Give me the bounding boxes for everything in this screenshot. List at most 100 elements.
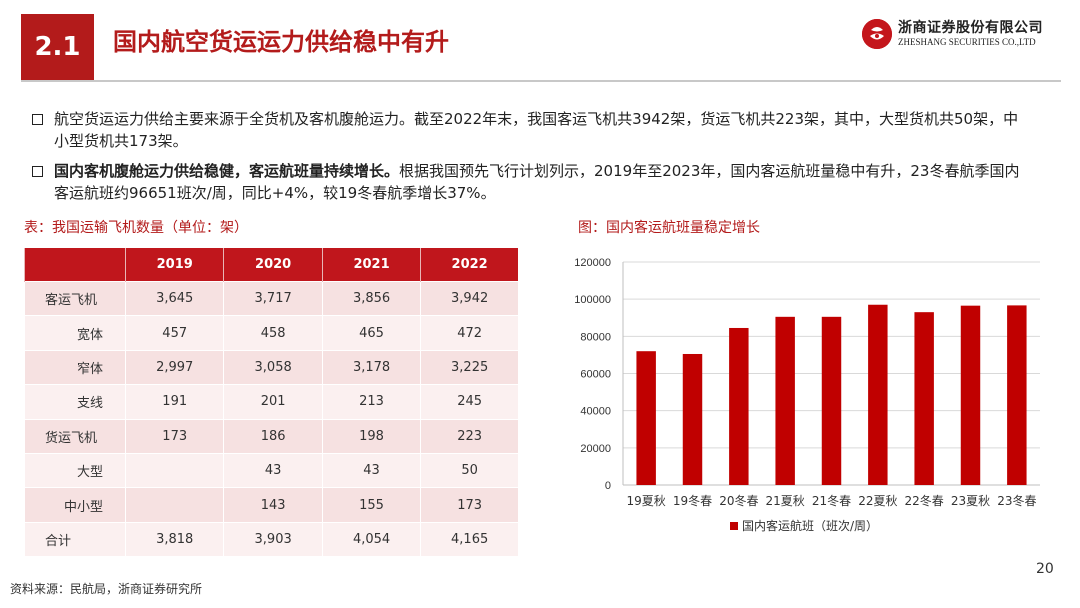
table-header-cell: 2022 bbox=[420, 248, 518, 282]
flight-volume-chart: 0 20000 40000 60000 80000 100000 120000 19夏秋 19冬… bbox=[574, 257, 1040, 533]
legend-swatch bbox=[730, 522, 738, 530]
x-tick-label: 23冬春 bbox=[997, 493, 1036, 508]
y-tick-label: 0 bbox=[605, 480, 611, 492]
table-cell: 173 bbox=[420, 487, 518, 523]
data-source-note: 资料来源：民航局，浙商证券研究所 bbox=[10, 582, 203, 596]
title-divider bbox=[21, 80, 1061, 82]
table-cell: 155 bbox=[321, 487, 421, 523]
table-row: 中小型 143 155 173 bbox=[24, 487, 518, 523]
table-cell: 3,942 bbox=[420, 280, 518, 316]
y-tick-label: 20000 bbox=[580, 443, 611, 455]
table-header-cell: 2020 bbox=[223, 248, 323, 282]
bullet-text: 航空货运运力供给主要来源于全货机及客机腹舱运力。截至2022年末，我国客运飞机共… bbox=[54, 110, 1019, 150]
table-cell: 143 bbox=[223, 487, 323, 523]
table-cell: 213 bbox=[321, 384, 421, 420]
bullet-square-icon bbox=[32, 166, 43, 177]
table-caption: 表：我国运输飞机数量（单位：架） bbox=[24, 220, 248, 236]
row-label: 合计 bbox=[24, 521, 126, 557]
logo-emblem-icon bbox=[862, 19, 892, 49]
table-header-cell: 2019 bbox=[124, 248, 224, 282]
table-cell: 3,178 bbox=[321, 349, 421, 385]
table-cell: 4,165 bbox=[420, 521, 518, 557]
bullet-item: 航空货运运力供给主要来源于全货机及客机腹舱运力。截至2022年末，我国客运飞机共… bbox=[32, 108, 1032, 152]
x-tick-label: 19夏秋 bbox=[627, 494, 666, 508]
table-cell: 3,818 bbox=[124, 521, 224, 557]
table-header-cell bbox=[24, 248, 126, 282]
table-cell: 223 bbox=[420, 418, 518, 454]
table-cell: 245 bbox=[420, 384, 518, 420]
y-tick-label: 40000 bbox=[580, 406, 611, 418]
bar bbox=[682, 353, 703, 485]
row-label: 大型 bbox=[24, 452, 126, 488]
bar bbox=[1007, 305, 1027, 485]
company-logo: 浙商证券股份有限公司 ZHESHANG SECURITIES CO.,LTD bbox=[862, 15, 1062, 55]
bullet-text: 国内客机腹舱运力供给稳健，客运航班量持续增长。根据我国预先飞行计划列示，2019… bbox=[54, 162, 1020, 202]
table-header-row: 2019 2020 2021 2022 bbox=[24, 248, 518, 282]
table-row: 宽体 457 458 465 472 bbox=[24, 315, 518, 351]
legend-label: 国内客运航班（班次/周） bbox=[742, 518, 878, 533]
aircraft-table: 2019 2020 2021 2022 客运飞机 3,645 3,717 3,856 3… bbox=[24, 248, 518, 557]
row-label: 支线 bbox=[24, 384, 126, 420]
bullet-list: 航空货运运力供给主要来源于全货机及客机腹舱运力。截至2022年末，我国客运飞机共… bbox=[32, 108, 1032, 212]
table-cell: 3,645 bbox=[124, 280, 224, 316]
table-row: 窄体 2,997 3,058 3,178 3,225 bbox=[24, 349, 518, 385]
slide-title: 国内航空货运运力供给稳中有升 bbox=[113, 28, 449, 56]
page-number: 20 bbox=[1036, 561, 1054, 577]
table-row: 支线 191 201 213 245 bbox=[24, 384, 518, 420]
row-label: 客运飞机 bbox=[24, 280, 126, 316]
row-label: 中小型 bbox=[24, 487, 126, 523]
y-tick-label: 60000 bbox=[580, 369, 611, 381]
table-cell: 173 bbox=[124, 418, 224, 454]
bar bbox=[868, 304, 888, 485]
table-cell: 3,717 bbox=[223, 280, 323, 316]
x-tick-label: 19冬春 bbox=[673, 493, 712, 508]
table-cell: 3,225 bbox=[420, 349, 518, 385]
company-name: 浙商证券股份有限公司 bbox=[898, 20, 1043, 36]
bar bbox=[960, 305, 981, 485]
bullet-square-icon bbox=[32, 114, 43, 125]
row-label: 窄体 bbox=[24, 349, 126, 385]
table-cell: 3,856 bbox=[321, 280, 421, 316]
chart-caption: 图：国内客运航班量稳定增长 bbox=[578, 220, 760, 236]
table-cell bbox=[124, 487, 224, 523]
bar bbox=[914, 312, 934, 485]
bullet-item: 国内客机腹舱运力供给稳健，客运航班量持续增长。根据我国预先飞行计划列示，2019… bbox=[32, 160, 1032, 204]
x-tick-label: 20冬春 bbox=[719, 493, 758, 508]
table-cell: 50 bbox=[420, 452, 518, 488]
table-cell: 3,058 bbox=[223, 349, 323, 385]
table-cell: 186 bbox=[223, 418, 323, 454]
table-cell: 2,997 bbox=[124, 349, 224, 385]
table-cell: 191 bbox=[124, 384, 224, 420]
row-label: 宽体 bbox=[24, 315, 126, 351]
table-header-cell: 2021 bbox=[321, 248, 421, 282]
x-tick-label: 23夏秋 bbox=[951, 494, 990, 508]
y-tick-label: 120000 bbox=[574, 257, 611, 269]
table-cell: 457 bbox=[124, 315, 224, 351]
bar bbox=[636, 351, 656, 485]
section-number-badge: 2.1 bbox=[21, 14, 94, 80]
x-tick-label: 22冬春 bbox=[905, 493, 944, 508]
x-tick-label: 21夏秋 bbox=[766, 494, 805, 508]
bar bbox=[775, 316, 795, 485]
y-tick-label: 100000 bbox=[574, 294, 611, 306]
company-logo-icon bbox=[862, 19, 892, 49]
bar bbox=[729, 327, 749, 485]
table-cell: 43 bbox=[321, 452, 421, 488]
table-cell: 465 bbox=[321, 315, 421, 351]
y-tick-label: 80000 bbox=[580, 331, 611, 343]
x-tick-label: 21冬春 bbox=[812, 493, 851, 508]
table-row: 客运飞机 3,645 3,717 3,856 3,942 bbox=[24, 280, 518, 316]
table-cell bbox=[124, 452, 224, 488]
bar bbox=[821, 316, 842, 485]
table-row: 货运飞机 173 186 198 223 bbox=[24, 418, 518, 454]
table-cell: 4,054 bbox=[321, 521, 421, 557]
row-label: 货运飞机 bbox=[24, 418, 126, 454]
table-cell: 201 bbox=[223, 384, 323, 420]
table-cell: 43 bbox=[223, 452, 323, 488]
table-cell: 472 bbox=[420, 315, 518, 351]
table-row: 合计 3,818 3,903 4,054 4,165 bbox=[24, 521, 518, 557]
table-cell: 198 bbox=[321, 418, 421, 454]
company-name-en: ZHESHANG SECURITIES CO.,LTD bbox=[898, 37, 1036, 47]
table-row: 大型 43 43 50 bbox=[24, 452, 518, 488]
x-tick-label: 22夏秋 bbox=[858, 494, 897, 508]
